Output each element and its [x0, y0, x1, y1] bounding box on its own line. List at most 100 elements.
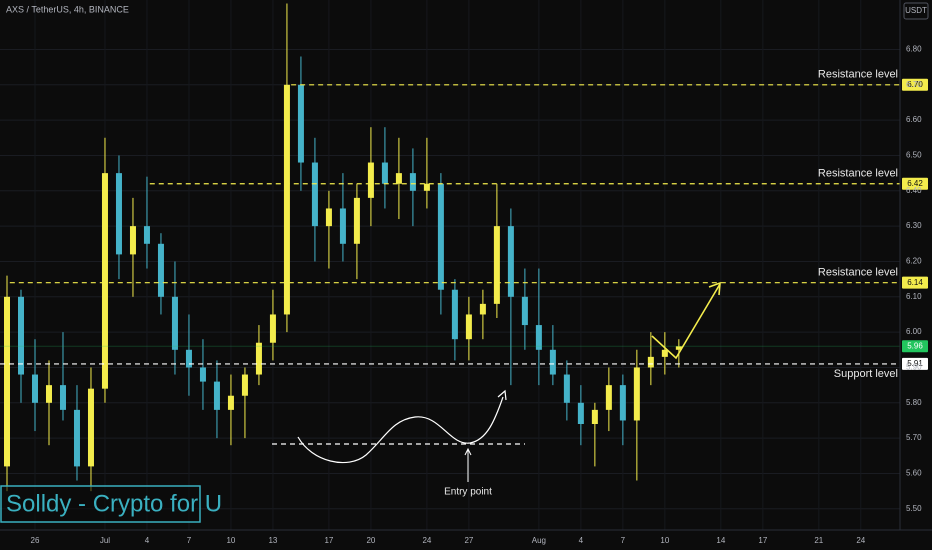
candle-body	[199, 367, 206, 382]
x-tick-label: 7	[621, 536, 626, 545]
candle-body	[577, 402, 584, 424]
candle-body	[451, 289, 458, 340]
levels: Resistance level 6.70 Resistance level 6.42…	[0, 69, 928, 380]
candle-body	[31, 374, 38, 403]
candle-body	[619, 385, 626, 421]
price-tag	[902, 276, 928, 289]
x-tick-label: 4	[145, 536, 150, 545]
target-arrowhead	[708, 281, 721, 296]
level-label: Resistance level	[818, 168, 898, 180]
candle-body	[605, 385, 612, 410]
x-tick-label: 7	[187, 536, 192, 545]
target-arrow	[651, 283, 721, 360]
candle-body	[521, 296, 528, 326]
symbol-title: AXS / TetherUS, 4h, BINANCE	[6, 4, 129, 14]
candle-body	[493, 226, 500, 304]
x-tick-label: 10	[660, 536, 669, 545]
last-price-label: 5.96	[907, 341, 923, 350]
candle-body	[535, 325, 542, 350]
y-tick-label: 6.40	[906, 186, 922, 195]
y-tick-label: 5.50	[906, 504, 922, 513]
price-tag-label: 5.91	[907, 359, 923, 368]
y-tick-label: 6.00	[906, 327, 922, 336]
candle-body	[479, 303, 486, 315]
candle-body	[213, 381, 220, 410]
price-tag-label: 6.14	[907, 278, 923, 287]
entry-label: Entry point	[444, 487, 492, 498]
y-tick-label: 6.20	[906, 257, 922, 266]
x-tick-label: Aug	[532, 536, 546, 545]
candle-body	[227, 395, 234, 410]
candle-body	[297, 84, 304, 163]
candle-body	[241, 374, 248, 396]
grid	[0, 0, 900, 530]
y-tick-label: 5.90	[906, 363, 922, 372]
candle-body	[185, 349, 192, 368]
x-tick-label: 24	[856, 536, 865, 545]
candle-body	[633, 367, 640, 421]
y-tick-label: 5.60	[906, 469, 922, 478]
entry-arrowhead	[464, 447, 472, 456]
candle-body	[129, 226, 136, 255]
candle-body	[45, 385, 52, 403]
y-tick-label: 6.60	[906, 115, 922, 124]
y-tick-label: 6.50	[906, 151, 922, 160]
candle-body	[325, 208, 332, 227]
candle-body	[647, 356, 654, 368]
candle-body	[395, 173, 402, 184]
price-tag	[902, 78, 928, 91]
candle-body	[381, 162, 388, 184]
candle-body	[157, 243, 164, 297]
x-tick-label: 4	[579, 536, 584, 545]
currency: USDT	[905, 6, 927, 15]
candle-body	[353, 197, 360, 244]
price-tag	[902, 357, 928, 370]
price-tag	[902, 177, 928, 190]
x-tick-label: 17	[324, 536, 333, 545]
price-tag-label: 6.42	[907, 179, 923, 188]
candle-body	[591, 409, 598, 424]
candle-body	[59, 385, 66, 410]
candle-body	[269, 314, 276, 343]
level-label: Resistance level	[818, 267, 898, 279]
watermark: Solldy - Crypto for U	[6, 490, 222, 517]
candle-body	[409, 173, 416, 191]
candle-body	[465, 314, 472, 340]
candle-body	[437, 183, 444, 290]
candle-body	[563, 374, 570, 403]
candles	[3, 3, 682, 492]
candle-body	[73, 409, 80, 467]
currency-box	[903, 2, 929, 20]
price-tag-label: 6.70	[907, 80, 923, 89]
candle-body	[283, 84, 290, 315]
candle-body	[661, 349, 668, 357]
candle-body	[3, 296, 10, 467]
y-tick-label: 6.70	[906, 80, 922, 89]
last-price-tag	[902, 340, 928, 353]
x-tick-label: 14	[716, 536, 725, 545]
candle-body	[423, 183, 430, 191]
candle-body	[17, 296, 24, 375]
x-tick-label: 13	[268, 536, 277, 545]
candle-body	[101, 173, 108, 389]
x-tick-label: 26	[31, 536, 40, 545]
candle-body	[311, 162, 318, 227]
x-tick-label: 10	[226, 536, 235, 545]
level-label: Resistance level	[818, 69, 898, 81]
candle-body	[675, 346, 682, 350]
x-tick-label: Jul	[100, 536, 110, 545]
watermark-box	[0, 485, 201, 523]
candle-body	[549, 349, 556, 375]
projection-curve	[297, 396, 504, 464]
y-tick-label: 6.10	[906, 292, 922, 301]
candle-body	[339, 208, 346, 244]
y-tick-label: 6.80	[906, 45, 922, 54]
candle-body	[115, 173, 122, 255]
candle-body	[507, 226, 514, 297]
candle-body	[87, 388, 94, 467]
x-tick-label: 27	[464, 536, 473, 545]
x-tick-label: 21	[814, 536, 823, 545]
